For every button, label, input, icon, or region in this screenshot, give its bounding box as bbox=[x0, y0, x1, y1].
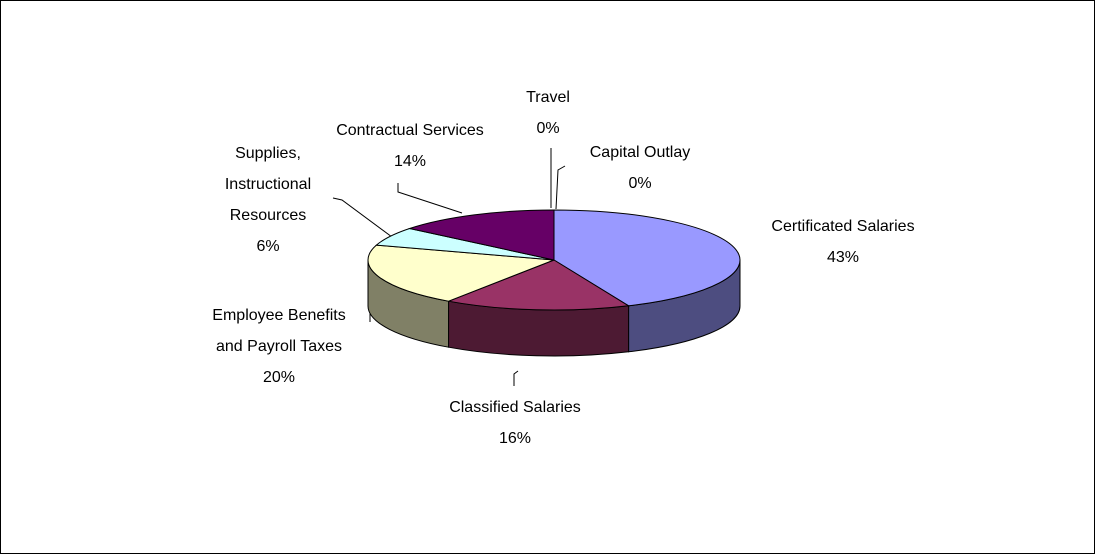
value-label: 14% bbox=[393, 153, 427, 170]
leader-line bbox=[397, 183, 463, 214]
slice-label: Travel bbox=[526, 89, 570, 106]
value-label: 20% bbox=[262, 369, 296, 386]
slice-label: Employee Benefits and Payroll Taxes bbox=[212, 307, 346, 355]
pie bbox=[367, 209, 741, 357]
value-label: 16% bbox=[498, 430, 532, 447]
slice-label: Contractual Services bbox=[336, 122, 484, 139]
slice-label: Capital Outlay bbox=[589, 144, 691, 161]
leader-line bbox=[332, 197, 393, 238]
slice bbox=[367, 244, 555, 302]
slice-label: Certificated Salaries bbox=[771, 218, 915, 235]
slice-label: Supplies, Instructional Resources bbox=[224, 145, 312, 224]
value-label: 43% bbox=[826, 249, 860, 266]
leader-line bbox=[513, 370, 519, 386]
slice bbox=[553, 209, 741, 307]
slice bbox=[446, 259, 631, 311]
leader-line bbox=[555, 165, 566, 210]
value-label: 0% bbox=[536, 120, 560, 137]
value-label: 0% bbox=[628, 175, 652, 192]
value-label: 6% bbox=[256, 238, 280, 255]
leader-lines bbox=[332, 148, 566, 386]
slice-label: Classified Salaries bbox=[449, 399, 581, 416]
slice bbox=[407, 209, 555, 261]
